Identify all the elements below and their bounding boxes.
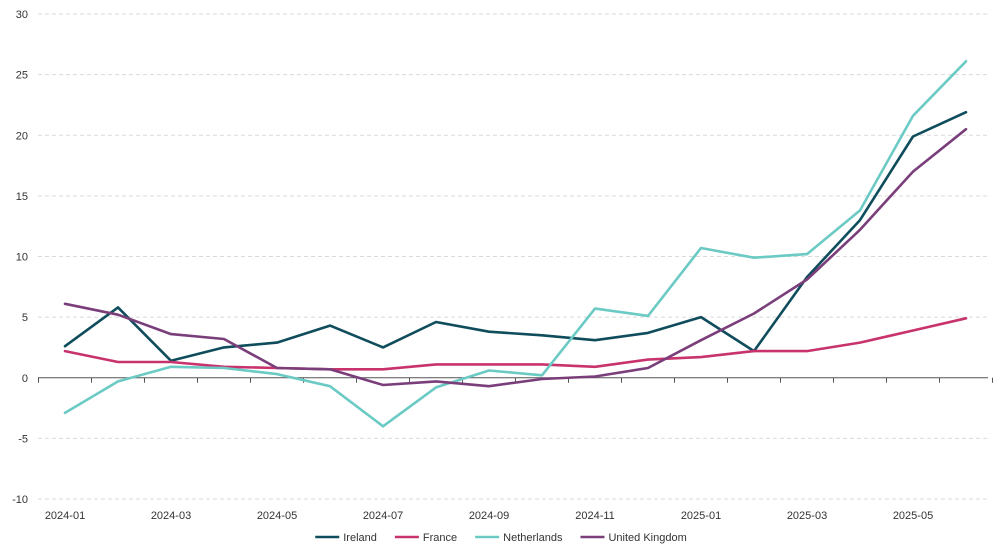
- legend-label-france: France: [423, 532, 457, 544]
- axes: -10 -5 0 5 10 15 20 25 30 2024-01 2024-03 2024-05 20…: [12, 9, 993, 522]
- y-tick-label: -5: [18, 433, 28, 445]
- y-tick-label: 15: [16, 191, 28, 203]
- y-tick-label: -10: [12, 494, 28, 506]
- y-tick-label: 20: [16, 130, 28, 142]
- y-tick-label: 0: [22, 373, 28, 385]
- legend-label-ireland: Ireland: [343, 532, 377, 544]
- y-tick-label: 30: [16, 9, 28, 21]
- x-tick-label: 2025-01: [681, 510, 721, 522]
- y-tick-label: 5: [22, 312, 28, 324]
- x-tick-label: 2025-03: [787, 510, 827, 522]
- legend-label-united-kingdom: United Kingdom: [608, 532, 686, 544]
- x-tick-label: 2024-05: [257, 510, 297, 522]
- x-tick-label: 2024-11: [575, 510, 615, 522]
- legend: Ireland France Netherlands United Kingdom: [315, 532, 687, 544]
- gridlines: [38, 13, 988, 500]
- y-tick-label: 10: [16, 252, 28, 264]
- x-tick-label: 2024-09: [469, 510, 509, 522]
- x-tick-label: 2024-01: [45, 510, 85, 522]
- series-line-ireland: [63, 110, 968, 363]
- series-line-united-kingdom: [63, 127, 968, 388]
- y-tick-label: 25: [16, 70, 28, 82]
- series-line-france: [63, 316, 968, 371]
- legend-label-netherlands: Netherlands: [503, 532, 563, 544]
- x-tick-label: 2025-05: [893, 510, 933, 522]
- series-line-netherlands: [63, 59, 968, 428]
- x-tick-label: 2024-07: [363, 510, 403, 522]
- x-tick-label: 2024-03: [151, 510, 191, 522]
- series-lines: [63, 59, 968, 428]
